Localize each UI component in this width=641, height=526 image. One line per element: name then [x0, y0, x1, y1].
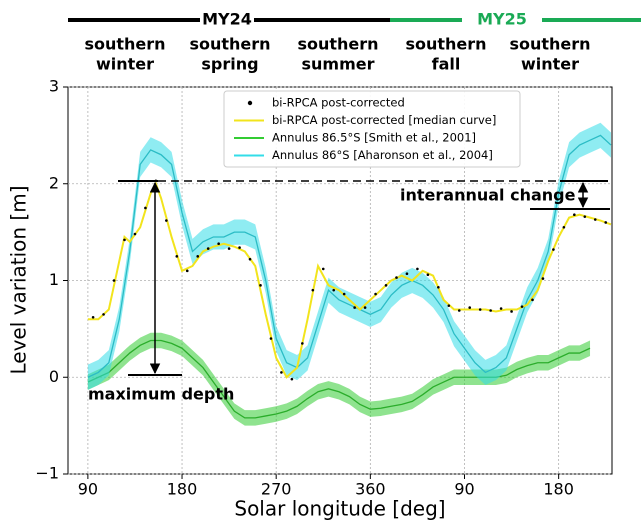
- legend-label: bi-RPCA post-corrected [median curve]: [272, 113, 496, 127]
- x-tick-label: 90: [78, 480, 98, 499]
- x-tick-label: 180: [167, 480, 198, 499]
- y-tick-label: 3: [49, 77, 59, 96]
- annotation: interannual change: [400, 186, 576, 205]
- data-point: [248, 257, 252, 261]
- x-axis-label: Solar longitude [deg]: [234, 497, 445, 521]
- season-label: southern: [84, 35, 165, 54]
- data-point: [123, 238, 126, 242]
- legend-label: bi-RPCA post-corrected: [272, 96, 405, 110]
- legend-marker: [247, 100, 253, 106]
- error-band: [87, 122, 611, 390]
- data-point: [112, 279, 116, 282]
- data-point: [144, 206, 147, 210]
- y-axis-label: Level variation [m]: [7, 185, 31, 374]
- data-point: [531, 298, 534, 302]
- data-point: [269, 337, 273, 340]
- data-point: [321, 267, 325, 271]
- data-point: [573, 213, 576, 217]
- data-point: [437, 285, 440, 289]
- data-point: [405, 272, 409, 276]
- data-point: [468, 306, 472, 309]
- data-point: [196, 255, 200, 258]
- data-point: [457, 309, 461, 312]
- season-header: MY24 MY25southernwintersouthernspringsout…: [68, 10, 641, 74]
- data-point: [165, 219, 168, 222]
- x-tick-label: 360: [355, 480, 386, 499]
- y-tick-label: −1: [35, 464, 59, 483]
- season-label: summer: [302, 55, 375, 74]
- data-point: [311, 288, 315, 292]
- data-point: [447, 304, 451, 307]
- data-point: [280, 371, 283, 374]
- plot-area: 90 180 270 360 90 180 −1 0 1 2 3 interannual change…: [35, 77, 613, 499]
- data-point: [604, 221, 608, 224]
- data-point: [499, 307, 503, 310]
- data-point: [426, 273, 430, 276]
- season-label: winter: [96, 55, 154, 74]
- y-tick-label: 2: [49, 173, 59, 192]
- x-tick-label: 270: [261, 480, 292, 499]
- data-point: [238, 246, 241, 249]
- data-point: [342, 292, 346, 296]
- data-point: [489, 309, 492, 312]
- x-tick-label: 90: [454, 480, 474, 499]
- data-point: [593, 218, 597, 221]
- season-label: fall: [432, 55, 461, 74]
- data-point: [541, 277, 545, 280]
- annotation: maximum depth: [88, 385, 234, 404]
- x-tick-label: 180: [543, 480, 574, 499]
- season-label: southern: [405, 35, 486, 54]
- season-label: southern: [189, 35, 270, 54]
- legend-box: [223, 90, 521, 168]
- data-point: [217, 242, 220, 246]
- data-point: [384, 284, 388, 287]
- y-tick-label: 1: [49, 270, 59, 289]
- data-point: [478, 308, 482, 311]
- data-point: [562, 225, 566, 229]
- data-point: [301, 342, 304, 345]
- data-point: [185, 269, 189, 273]
- data-point: [102, 313, 105, 316]
- data-point: [206, 247, 210, 250]
- data-point: [395, 276, 398, 279]
- data-point: [259, 284, 262, 287]
- season-label: southern: [297, 35, 378, 54]
- season-label: winter: [521, 55, 579, 74]
- legend: bi-RPCA post-corrected bi-RPCA post-corre…: [223, 90, 521, 168]
- data-point: [175, 255, 179, 258]
- y-tick-label: 0: [49, 367, 59, 386]
- data-point: [227, 247, 231, 250]
- series-line: [87, 339, 591, 419]
- data-point: [290, 377, 294, 381]
- data-point: [91, 315, 95, 319]
- data-point: [552, 248, 555, 251]
- data-point: [583, 215, 587, 218]
- data-point: [363, 306, 367, 309]
- data-point: [520, 305, 524, 308]
- legend-label: Annulus 86.5°S [Smith et al., 2001]: [272, 131, 476, 145]
- season-label: spring: [201, 55, 258, 74]
- data-point: [374, 292, 377, 296]
- data-point: [510, 310, 513, 313]
- data-point: [332, 288, 336, 292]
- data-point: [133, 232, 137, 236]
- season-label: southern: [509, 35, 590, 54]
- legend-label: Annulus 86°S [Aharonson et al., 2004]: [272, 148, 493, 162]
- data-point: [416, 267, 419, 271]
- year-label: MY24: [202, 10, 252, 29]
- year-label: MY25: [477, 10, 527, 29]
- data-point: [353, 306, 356, 309]
